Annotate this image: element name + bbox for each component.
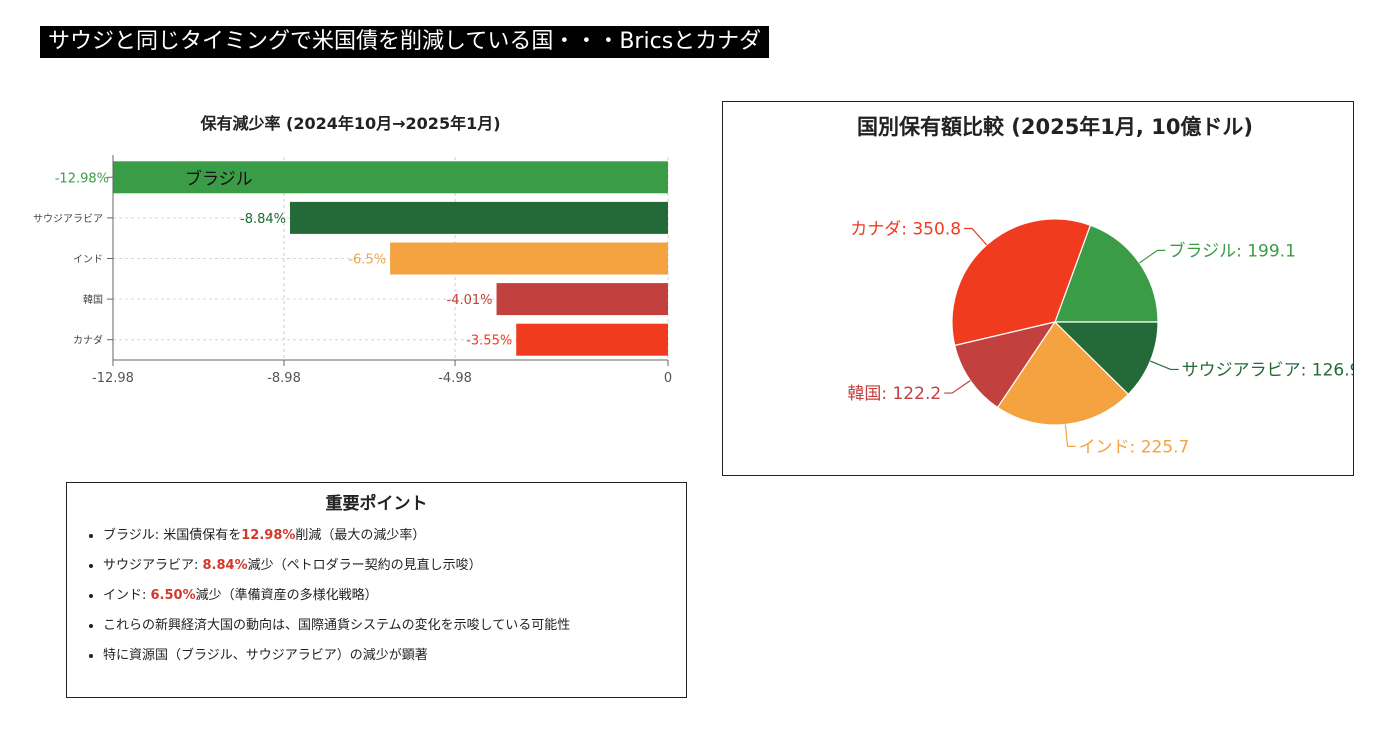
- pie-slice: [996, 321, 1130, 426]
- key-point-item: インド: 6.50%減少（準備資産の多様化戦略）: [103, 588, 686, 604]
- bar-data-label: -6.5%: [348, 253, 386, 268]
- key-point-item: サウジアラビア: 8.84%減少（ペトロダラー契約の見直し示唆）: [103, 558, 686, 574]
- x-tick-label: -4.98: [438, 371, 472, 386]
- pie-slice-label: 韓国: 122.2: [847, 384, 941, 404]
- holdings-pie-panel: 国別保有額比較 (2025年1月, 10億ドル) ブラジル: 199.1 カナダ: …: [722, 101, 1354, 476]
- y-tick-label: 韓国: [83, 294, 103, 306]
- pie-slice-label: インド: 225.7: [1079, 437, 1190, 457]
- key-point-item: 特に資源国（ブラジル、サウジアラビア）の減少が顕著: [103, 648, 686, 664]
- y-tick-label: カナダ: [73, 334, 103, 347]
- key-point-text: インド:: [103, 588, 151, 603]
- pie-slice-label: サウジアラビア: 126.9: [1182, 360, 1353, 380]
- key-points-title: 重要ポイント: [325, 494, 428, 514]
- key-point-text: 特に資源国（ブラジル、サウジアラビア）の減少が顕著: [103, 648, 428, 663]
- key-point-text: サウジアラビア:: [103, 558, 203, 573]
- bar: [496, 283, 668, 316]
- key-point-item: ブラジル: 米国債保有を12.98%削減（最大の減少率）: [103, 528, 686, 544]
- bar: [516, 323, 668, 356]
- pie-leader-line: [964, 227, 988, 246]
- pie-slice: [1053, 321, 1159, 396]
- key-points-list: ブラジル: 米国債保有を12.98%削減（最大の減少率） サウジアラビア: 8.…: [67, 528, 686, 664]
- key-point-text: これらの新興経済大国の動向は、国際通貨システムの変化を示唆している可能性: [103, 618, 571, 633]
- reduction-rate-bar-chart: 保有減少率 (2024年10月→2025年1月) -12.98 -8.98 -4.98…: [33, 114, 672, 386]
- key-points-box: 重要ポイント ブラジル: 米国債保有を12.98%削減（最大の減少率） サウジア…: [66, 482, 687, 698]
- key-point-text: 削減（最大の減少率）: [295, 528, 426, 543]
- bar-data-label: -4.01%: [447, 293, 493, 308]
- banner-title: サウジと同じタイミングで米国債を削減している国・・・Bricsとカナダ: [40, 26, 770, 58]
- pie-slice: [951, 218, 1092, 347]
- key-point-highlight: 8.84%: [202, 558, 248, 573]
- pie-slice-label: ブラジル: 199.1: [1168, 240, 1295, 261]
- pie-leader-line: [944, 380, 971, 394]
- pie-chart-title: 国別保有額比較 (2025年1月, 10億ドル): [857, 115, 1253, 139]
- pie-leader-line: [1139, 249, 1166, 264]
- key-point-highlight: 12.98%: [241, 528, 296, 543]
- bar: [113, 161, 668, 194]
- x-tick-label: 0: [664, 371, 672, 386]
- pie-leader-line: [1150, 360, 1179, 371]
- bar-data-label: -8.84%: [240, 212, 286, 227]
- key-point-text: 減少（ペトロダラー契約の見直し示唆）: [247, 558, 482, 573]
- bar: [290, 201, 668, 234]
- highlighted-bar-label: ブラジル: [185, 168, 253, 189]
- bar: [390, 242, 668, 275]
- key-point-text: 減少（準備資産の多様化戦略）: [195, 588, 378, 603]
- x-tick-label: -8.98: [267, 371, 301, 386]
- key-point-item: これらの新興経済大国の動向は、国際通貨システムの変化を示唆している可能性: [103, 618, 686, 634]
- pie-slice: [1054, 224, 1159, 323]
- holdings-pie-chart: 国別保有額比較 (2025年1月, 10億ドル) ブラジル: 199.1 カナダ: …: [847, 115, 1353, 457]
- pie-slice-label: カナダ: 350.8: [850, 219, 961, 239]
- x-tick-label: -12.98: [92, 371, 134, 386]
- bar-data-label: -12.98%: [55, 171, 109, 186]
- bar-data-label: -3.55%: [466, 334, 512, 349]
- bar-chart-title: 保有減少率 (2024年10月→2025年1月): [199, 114, 500, 133]
- key-point-text: ブラジル: 米国債保有を: [103, 528, 242, 543]
- y-tick-label: サウジアラビア: [33, 213, 103, 225]
- pie-slice: [953, 321, 1057, 409]
- pie-leader-line: [1064, 424, 1076, 447]
- y-tick-label: インド: [73, 255, 103, 266]
- key-point-highlight: 6.50%: [150, 588, 196, 603]
